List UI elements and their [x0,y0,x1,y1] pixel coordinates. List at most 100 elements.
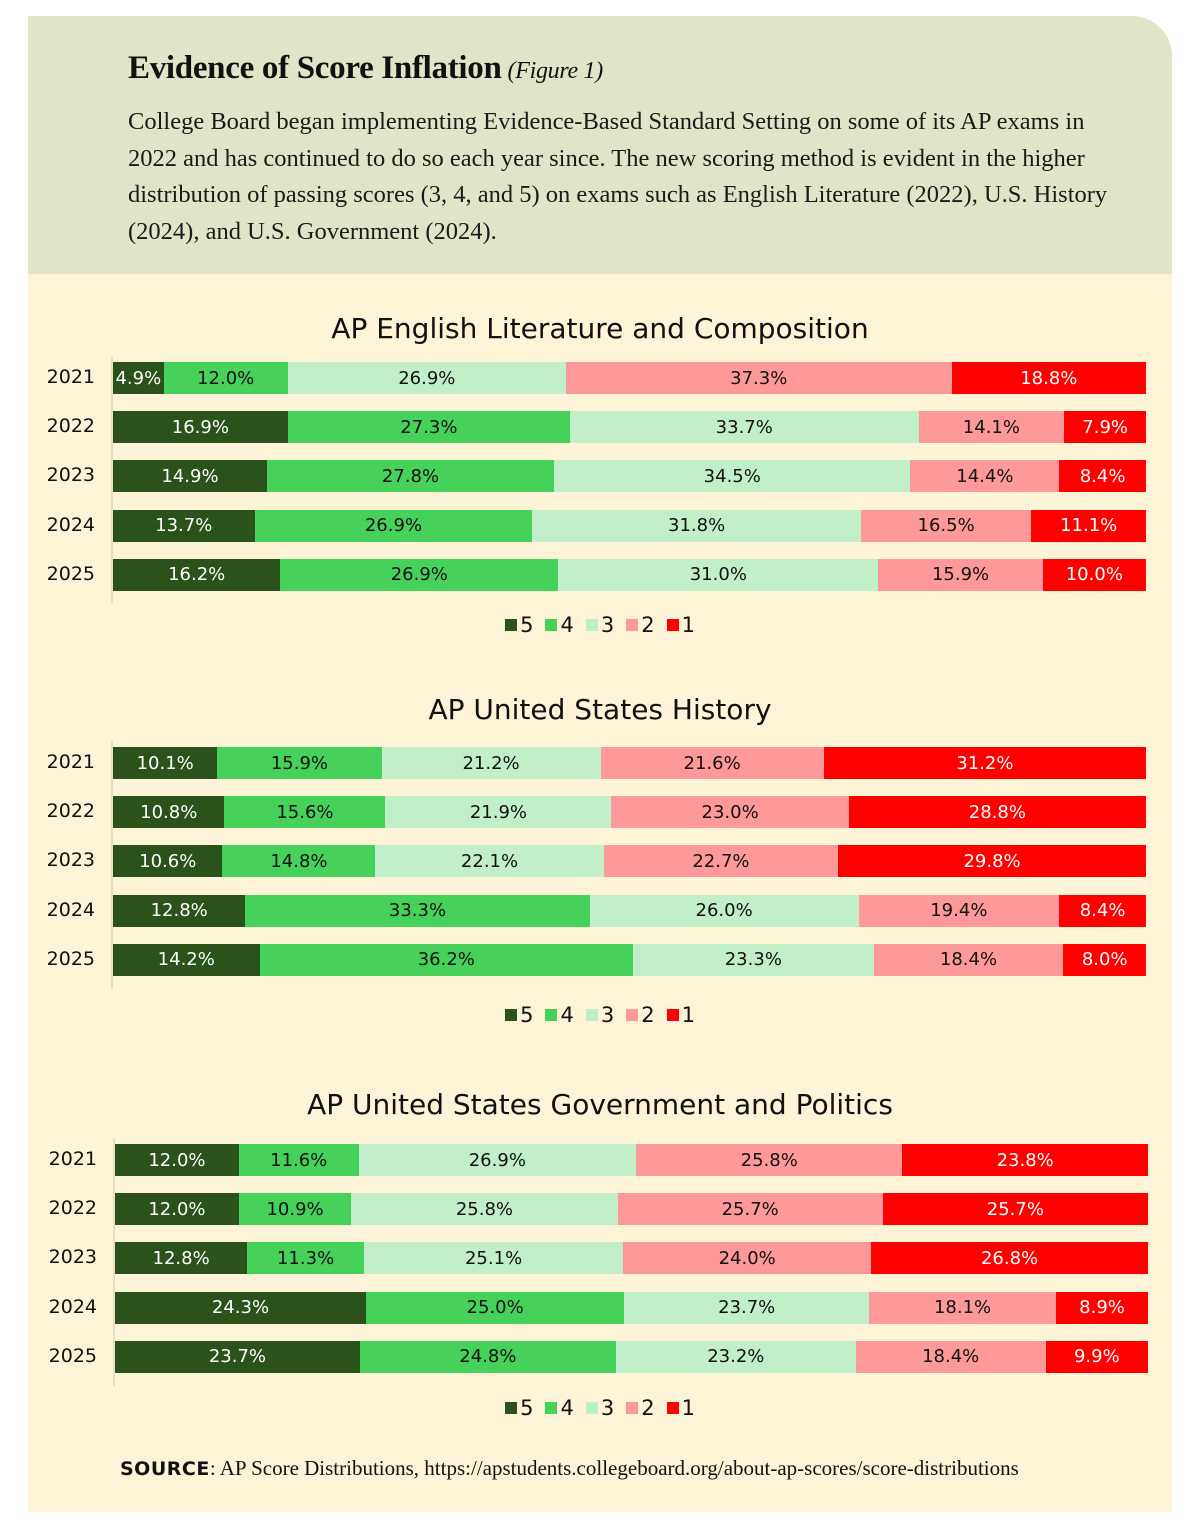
y-axis-line [111,741,113,989]
bar-segment-score-5: 10.8% [113,796,225,829]
bar-segment-score-2: 19.4% [858,894,1060,927]
legend-swatch [666,619,679,631]
bar-segment-score-5: 14.2% [113,943,260,976]
bar-segment-score-2: 14.4% [910,460,1060,493]
bar-segment-score-2: 21.6% [600,747,824,779]
data-label: 13.7% [155,515,213,537]
bar-segment-score-2: 18.1% [869,1291,1057,1324]
legend-item-score-1: 1 [666,1396,695,1420]
legend-swatch [505,1402,518,1414]
bar-segment-score-5: 4.9% [113,362,164,394]
legend-label: 1 [681,1396,695,1420]
data-label: 16.9% [171,416,229,438]
bar-segment-score-4: 33.3% [245,894,590,927]
legend-item-score-2: 2 [626,1003,655,1027]
bar-segment-score-4: 27.3% [287,411,571,444]
bar-segment-score-2: 16.5% [860,509,1032,542]
data-label: 8.4% [1079,900,1126,922]
bar-segment-score-4: 26.9% [254,509,533,542]
bar-segment-score-4: 15.9% [217,747,382,779]
data-label: 26.9% [398,367,456,389]
bar-segment-score-5: 12.0% [115,1193,239,1226]
year-label: 2021 [46,366,95,388]
bar-segment-score-2: 25.8% [636,1144,903,1176]
bar-segment-score-1: 18.8% [951,362,1146,394]
bar-segment-score-4: 15.6% [224,796,386,829]
data-label: 10.6% [139,850,197,872]
data-label: 10.9% [266,1198,324,1220]
year-label: 2025 [46,562,95,585]
bar-segment-score-5: 24.3% [115,1291,367,1324]
legend-label: 5 [520,613,534,637]
bar-segment-score-1: 8.4% [1059,894,1146,927]
data-label: 21.2% [462,752,520,774]
data-label: 10.0% [1065,564,1123,586]
data-label: 10.8% [140,801,198,823]
data-label: 8.9% [1079,1297,1125,1319]
legend-swatch [585,619,598,631]
bar-segment-score-5: 13.7% [113,509,255,542]
bar-segment-score-1: 8.0% [1063,943,1146,976]
bar-segment-score-4: 12.0% [163,362,288,394]
data-label: 33.3% [388,900,447,922]
legend-item-score-1: 1 [666,613,695,637]
data-label: 34.5% [703,465,761,487]
y-axis-line [113,1138,115,1386]
legend-swatch [545,619,558,631]
data-label: 14.9% [161,465,219,487]
legend-label: 5 [520,1003,534,1027]
data-label: 28.8% [968,801,1026,823]
data-label: 18.4% [939,949,998,971]
data-label: 24.0% [718,1247,776,1269]
figure-panel: Evidence of Score Inflation (Figure 1) Co… [28,16,1172,1512]
data-label: 12.0% [197,367,255,389]
bar-segment-score-5: 12.0% [115,1144,239,1176]
bar-segment-score-3: 25.8% [351,1193,618,1226]
data-label: 19.4% [930,900,988,922]
legend-item-score-4: 4 [545,613,574,637]
legend: 5 4 3 2 1 [28,1003,1172,1027]
bar-segment-score-1: 7.9% [1064,411,1146,444]
bar-segment-score-2: 37.3% [565,362,952,394]
bar-segment-score-5: 12.8% [113,894,246,927]
legend-label: 3 [600,1396,615,1420]
year-label: 2022 [46,415,95,438]
legend-label: 3 [600,1003,615,1027]
data-label: 12.0% [148,1198,206,1220]
legend-swatch [626,619,639,631]
data-label: 22.1% [460,850,519,872]
bar-segment-score-3: 23.7% [624,1291,870,1324]
data-label: 12.8% [150,900,208,922]
bar-segment-score-5: 14.9% [113,460,267,493]
legend-swatch [626,1402,639,1414]
legend-swatch [585,1009,598,1021]
bar-segment-score-5: 12.8% [115,1242,248,1275]
figure-label: (Figure 1) [507,58,604,84]
source-note: SOURCE: AP Score Distributions, https://… [120,1456,1019,1481]
legend-item-score-4: 4 [545,1003,574,1027]
data-label: 8.4% [1079,465,1126,487]
bar-segment-score-3: 26.9% [287,362,566,394]
bar-segment-score-4: 14.8% [222,845,376,878]
legend-item-score-2: 2 [626,613,655,637]
data-label: 26.8% [980,1247,1039,1269]
data-label: 8.0% [1081,949,1128,971]
data-label: 25.7% [986,1198,1044,1220]
bar-segment-score-1: 31.2% [823,747,1146,779]
data-label: 23.3% [724,949,782,971]
legend-label: 2 [641,1396,655,1420]
data-label: 25.8% [455,1198,514,1220]
data-label: 31.8% [668,515,726,537]
legend: 5 4 3 2 1 [28,613,1172,637]
legend-item-score-1: 1 [666,1003,695,1027]
figure-title: Evidence of Score Inflation (Figure 1) [128,50,603,87]
bar-segment-score-5: 16.9% [113,411,288,444]
legend-swatch [626,1009,639,1021]
data-label: 15.6% [276,801,334,823]
year-label: 2023 [46,849,95,872]
data-label: 14.4% [956,465,1014,487]
data-label: 11.6% [270,1149,328,1171]
bar-segment-score-3: 23.2% [616,1340,856,1373]
data-label: 25.1% [464,1247,523,1269]
bar-segment-score-5: 10.6% [113,845,223,878]
